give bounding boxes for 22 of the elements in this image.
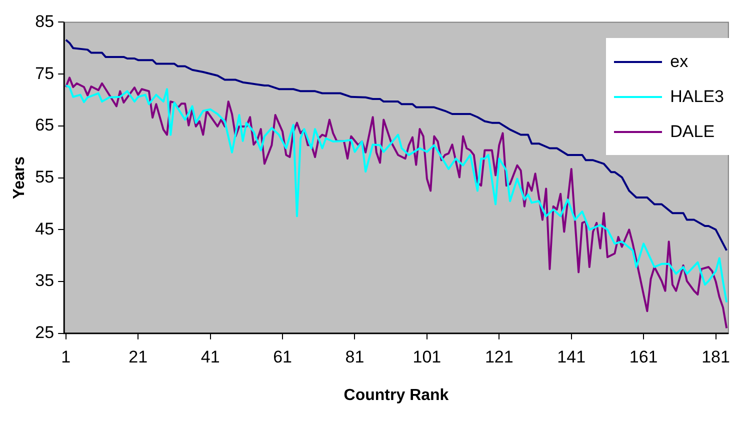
x-tick-label: 81 <box>345 347 364 366</box>
y-tick-label: 65 <box>35 116 54 135</box>
x-tick-label: 181 <box>702 347 730 366</box>
legend-label: DALE <box>670 122 715 142</box>
y-tick-label: 45 <box>35 219 54 238</box>
y-tick-label: 75 <box>35 64 54 83</box>
y-axis-title: Years <box>11 156 28 200</box>
legend-label: HALE3 <box>670 86 724 106</box>
x-tick-label: 161 <box>629 347 658 366</box>
y-tick-label: 35 <box>35 271 54 290</box>
x-tick-label: 41 <box>200 347 220 366</box>
y-tick-label: 85 <box>35 12 54 31</box>
x-tick-label: 121 <box>484 347 514 366</box>
x-tick-label: 101 <box>412 347 442 366</box>
x-tick-label: 141 <box>557 347 586 366</box>
x-tick-label: 21 <box>128 347 148 366</box>
x-tick-label: 61 <box>273 347 292 366</box>
x-axis-title: Country Rank <box>344 386 449 404</box>
legend-label: ex <box>670 52 688 72</box>
x-tick-label: 1 <box>61 347 71 366</box>
y-tick-label: 25 <box>35 323 54 342</box>
y-tick-label: 55 <box>35 167 54 186</box>
